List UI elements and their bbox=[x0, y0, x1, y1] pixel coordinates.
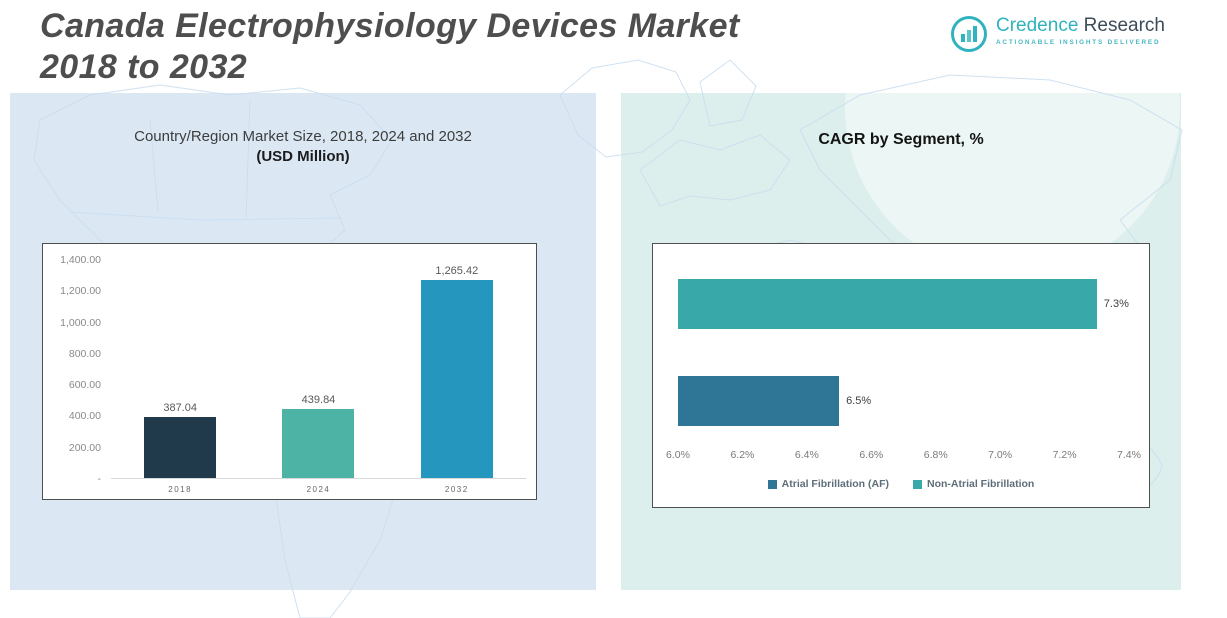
cagr-chart: 7.3% 6.5% 6.0% 6.2% 6.4% 6.6% 6.8% 7.0% 7.2% 7.4… bbox=[652, 243, 1150, 508]
y-axis-tick: 1,000.00 bbox=[60, 316, 101, 329]
page-title-line1: Canada Electrophysiology Devices Market bbox=[40, 7, 740, 45]
cagr-plot-area: 7.3% 6.5% bbox=[678, 279, 1129, 426]
x-axis-category-label: 2024 bbox=[306, 485, 331, 494]
y-axis-tick: - bbox=[97, 473, 102, 485]
legend-item: Non-Atrial Fibrillation bbox=[913, 478, 1034, 490]
cagr-chart-title: CAGR by Segment, % bbox=[818, 131, 984, 148]
bar-value-label: 439.84 bbox=[301, 394, 336, 407]
page-title: Canada Electrophysiology Devices Market … bbox=[40, 6, 740, 88]
x-axis-tick: 7.4% bbox=[1117, 449, 1141, 461]
hbar-value-label: 7.3% bbox=[1103, 298, 1129, 310]
x-axis-tick: 6.2% bbox=[730, 449, 755, 461]
hbar-row: 6.5% bbox=[678, 376, 1129, 426]
x-axis-tick: 6.8% bbox=[923, 449, 948, 461]
y-axis-tick: 600.00 bbox=[68, 379, 101, 392]
hbar-non-atrial-fibrillation bbox=[678, 279, 1097, 329]
hbar-value-label: 6.5% bbox=[846, 395, 872, 407]
credence-bar-chart-icon bbox=[951, 16, 987, 52]
legend-label: Atrial Fibrillation (AF) bbox=[781, 478, 889, 490]
y-axis-tick: 200.00 bbox=[68, 441, 101, 454]
hbar-row: 7.3% bbox=[678, 279, 1129, 329]
bar-value-label: 1,265.42 bbox=[435, 265, 479, 278]
y-axis-tick: 1,400.00 bbox=[60, 254, 101, 266]
x-axis-tick: 6.6% bbox=[859, 449, 884, 461]
brand-name-secondary: Research bbox=[1083, 15, 1165, 36]
brand-logo-text: Credence Research Actionable Insights De… bbox=[996, 16, 1165, 46]
market-size-plot-area: 387.04 2018 439.84 2024 1,265.42 2032 bbox=[111, 260, 526, 494]
cagr-legend: Atrial Fibrillation (AF) Non-Atrial Fibri… bbox=[653, 478, 1149, 490]
bar-2024 bbox=[282, 409, 355, 478]
x-axis-tick: 7.2% bbox=[1052, 449, 1077, 461]
bar-value-label: 387.04 bbox=[163, 402, 197, 415]
bar-2032 bbox=[420, 280, 493, 478]
x-axis: 6.0% 6.2% 6.4% 6.6% 6.8% 7.0% 7.2% 7.4% bbox=[666, 449, 1141, 463]
x-axis-tick: 6.4% bbox=[794, 449, 819, 461]
bar-group-2018: 387.04 2018 bbox=[144, 260, 217, 494]
x-axis-category-label: 2032 bbox=[444, 485, 469, 494]
x-axis-tick: 6.0% bbox=[666, 449, 690, 461]
market-size-chart-title: Country/Region Market Size, 2018, 2024 a… bbox=[10, 128, 596, 165]
x-axis-tick: 7.0% bbox=[988, 449, 1013, 461]
brand-logo: Credence Research Actionable Insights De… bbox=[951, 16, 1165, 52]
bar-2018 bbox=[144, 417, 217, 478]
brand-tagline: Actionable Insights Delivered bbox=[996, 38, 1161, 46]
x-axis-category-label: 2018 bbox=[168, 485, 193, 494]
legend-swatch bbox=[767, 479, 777, 489]
y-axis-tick: 800.00 bbox=[68, 347, 101, 360]
y-axis-tick: 1,200.00 bbox=[60, 285, 101, 298]
brand-name-primary: Credence bbox=[996, 15, 1079, 36]
legend-swatch bbox=[913, 479, 922, 489]
bar-group-2024: 439.84 2024 bbox=[282, 260, 355, 494]
market-size-chart-subtitle: (USD Million) bbox=[256, 148, 350, 165]
legend-item: Atrial Fibrillation (AF) bbox=[767, 478, 889, 490]
market-size-chart-title-main: Country/Region Market Size, 2018, 2024 a… bbox=[134, 128, 472, 145]
bar-group-2032: 1,265.42 2032 bbox=[420, 260, 493, 494]
y-axis: 1,400.00 1,200.00 1,000.00 800.00 600.00 400.… bbox=[43, 254, 107, 485]
hbar-atrial-fibrillation-af- bbox=[678, 376, 840, 426]
legend-label: Non-Atrial Fibrillation bbox=[927, 478, 1035, 490]
y-axis-tick: 400.00 bbox=[68, 410, 101, 423]
page-title-line2: 2018 to 2032 bbox=[40, 47, 248, 86]
market-size-chart: 1,400.00 1,200.00 1,000.00 800.00 600.00 400.… bbox=[42, 243, 537, 500]
